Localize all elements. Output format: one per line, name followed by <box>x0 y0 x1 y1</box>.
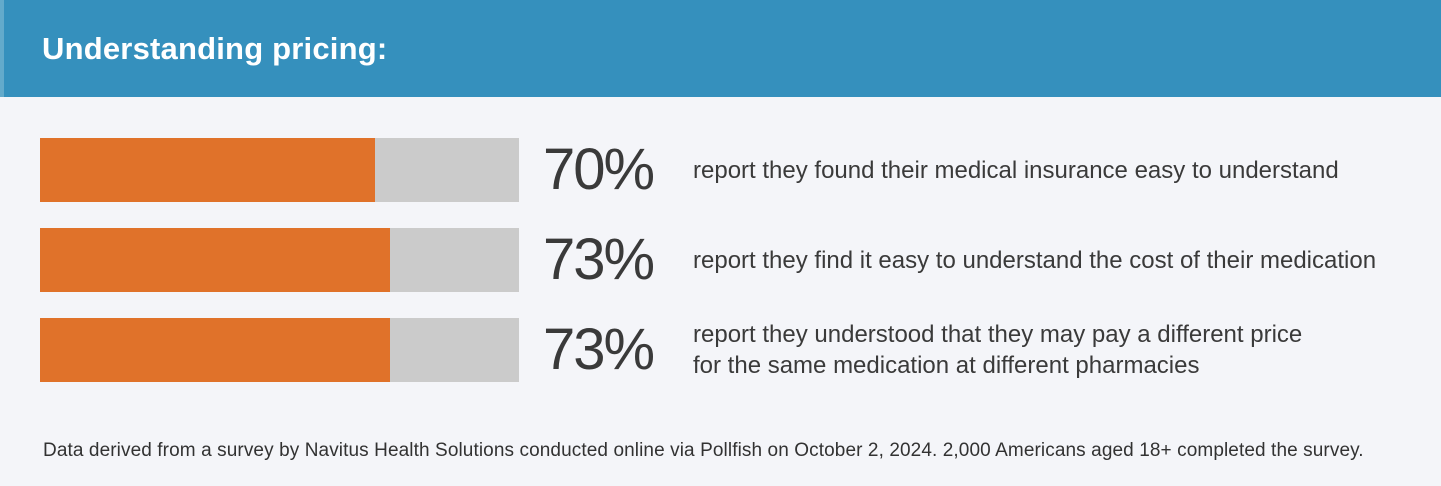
percent-value: 70% <box>543 137 655 202</box>
bar-track <box>40 138 519 202</box>
header-banner: Understanding pricing: <box>0 0 1441 97</box>
bar-track <box>40 228 519 292</box>
percent-value: 73% <box>543 317 655 382</box>
chart-row-medication-cost: 73% report they find it easy to understa… <box>0 228 1441 292</box>
page-title: Understanding pricing: <box>42 30 388 66</box>
percent-description: report they found their medical insuranc… <box>693 156 1339 184</box>
bar-fill <box>40 228 390 292</box>
percent-description: report they find it easy to understand t… <box>693 246 1377 274</box>
percent-value: 73% <box>543 227 655 292</box>
bar-track <box>40 318 519 382</box>
bar-fill <box>40 138 376 202</box>
bar-fill <box>40 318 390 382</box>
chart-row-pharmacy-price: 73% report they understood that they may… <box>0 318 1441 382</box>
source-note: Data derived from a survey by Navitus He… <box>43 440 1364 461</box>
chart-row-insurance: 70% report they found their medical insu… <box>0 138 1441 202</box>
bar-chart: 70% report they found their medical insu… <box>0 138 1441 408</box>
percent-description: report they understood that they may pay… <box>693 321 1303 379</box>
